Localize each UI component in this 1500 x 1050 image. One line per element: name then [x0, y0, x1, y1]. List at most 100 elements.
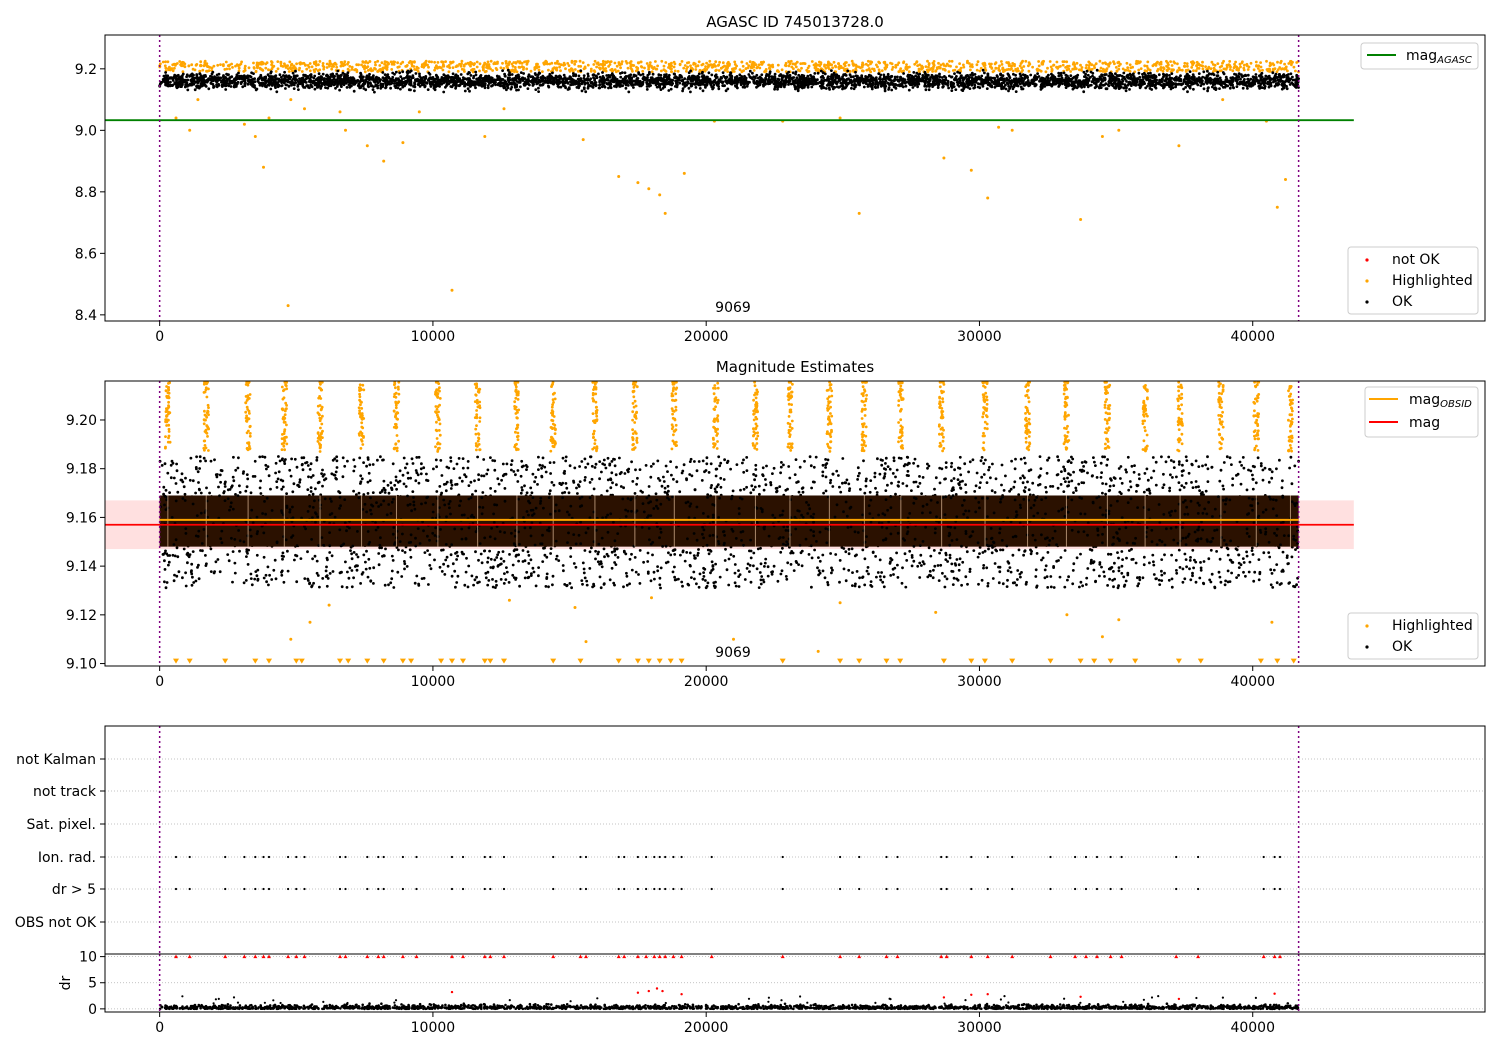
highlighted-point: [838, 64, 842, 68]
highlighted-point: [413, 60, 416, 64]
ok-point: [1204, 80, 1208, 84]
highlighted-point: [399, 62, 403, 66]
ok-point: [956, 70, 959, 74]
highlighted-point: [1039, 69, 1043, 73]
agasc-plot-area: [105, 35, 1354, 321]
highlighted-point: [518, 61, 522, 65]
highlighted-point: [1197, 67, 1201, 70]
ok-point: [287, 74, 291, 78]
ok-point: [1089, 70, 1093, 74]
highlighted-point: [243, 67, 247, 70]
highlighted-point: [313, 62, 316, 65]
highlighted-point: [172, 62, 176, 66]
ok-point: [1080, 85, 1084, 89]
highlighted-point: [1294, 69, 1297, 73]
ok-point: [278, 73, 282, 77]
highlighted-point: [1156, 60, 1159, 64]
highlighted-point: [231, 66, 234, 69]
ok-point: [317, 72, 321, 76]
ok-point: [1036, 72, 1039, 75]
highlighted-point: [1108, 61, 1112, 65]
highlighted-point: [448, 66, 452, 70]
ok-point: [1186, 72, 1189, 76]
highlighted-point: [843, 62, 846, 66]
ok-point: [537, 90, 540, 93]
highlighted-point: [335, 65, 339, 69]
highlighted-point: [1295, 61, 1299, 64]
highlighted-point: [883, 66, 887, 70]
highlighted-point: [656, 64, 659, 68]
highlighted-point: [350, 65, 354, 69]
highlighted-point: [672, 65, 676, 69]
ok-point: [1137, 71, 1141, 75]
highlighted-point: [237, 69, 241, 73]
highlighted-point: [472, 67, 476, 71]
highlighted-point: [163, 64, 167, 68]
highlighted-point: [619, 66, 622, 70]
highlighted-point: [360, 63, 363, 67]
ok-point: [423, 79, 426, 83]
ok-point: [1012, 85, 1016, 88]
highlighted-point: [430, 60, 433, 64]
ok-point: [345, 86, 349, 89]
highlighted-point: [1139, 60, 1142, 64]
ok-point: [687, 86, 691, 90]
highlighted-point: [717, 69, 721, 72]
highlighted-point: [1209, 67, 1213, 70]
highlighted-point: [1210, 60, 1214, 64]
ok-point: [846, 69, 850, 73]
highlighted-point: [1087, 60, 1091, 64]
highlighted-point: [502, 67, 506, 70]
ok-point: [627, 90, 631, 94]
highlighted-point: [1090, 63, 1094, 67]
highlighted-point: [420, 65, 424, 68]
highlighted-point: [1085, 63, 1088, 67]
ok-point: [398, 71, 402, 75]
highlighted-point: [1037, 64, 1041, 68]
highlighted-point: [203, 63, 207, 67]
ok-point: [1133, 77, 1137, 81]
ok-point: [383, 73, 387, 76]
highlighted-point: [924, 65, 928, 68]
highlighted-point: [276, 67, 280, 71]
highlighted-point: [276, 60, 280, 63]
highlighted-point: [1131, 65, 1134, 69]
highlighted-point: [447, 70, 451, 74]
ok-point: [973, 83, 977, 87]
highlighted-point: [292, 66, 296, 70]
ok-point: [902, 72, 905, 75]
ok-point: [301, 76, 305, 80]
highlighted-point: [1265, 59, 1268, 63]
ok-point: [507, 73, 511, 76]
highlighted-point: [499, 66, 503, 70]
highlighted-point: [441, 68, 445, 72]
highlighted-point: [1165, 68, 1169, 72]
highlighted-point: [878, 61, 881, 65]
ok-point: [384, 85, 388, 89]
highlighted-point: [446, 65, 449, 68]
ok-point: [691, 82, 695, 86]
ok-point: [580, 89, 584, 93]
highlighted-point: [1256, 67, 1260, 70]
highlighted-point: [240, 60, 244, 64]
ok-point: [486, 86, 490, 90]
highlighted-point: [629, 67, 633, 70]
highlighted-point: [270, 63, 273, 67]
highlighted-point: [660, 69, 663, 73]
ok-point: [1192, 87, 1195, 91]
ok-point: [537, 86, 540, 90]
highlighted-point: [1269, 63, 1272, 67]
highlighted-point: [322, 67, 326, 71]
highlighted-point: [854, 68, 858, 72]
highlighted-point: [1242, 66, 1246, 70]
highlighted-point: [433, 60, 436, 64]
ok-point: [1170, 72, 1174, 75]
ok-point: [286, 78, 290, 82]
highlighted-point: [1170, 64, 1174, 67]
ok-point: [689, 90, 692, 94]
ok-point: [474, 73, 478, 77]
highlighted-point: [1063, 60, 1066, 63]
ok-point: [1019, 74, 1023, 78]
ok-point: [1134, 83, 1138, 87]
ok-point: [927, 88, 931, 92]
